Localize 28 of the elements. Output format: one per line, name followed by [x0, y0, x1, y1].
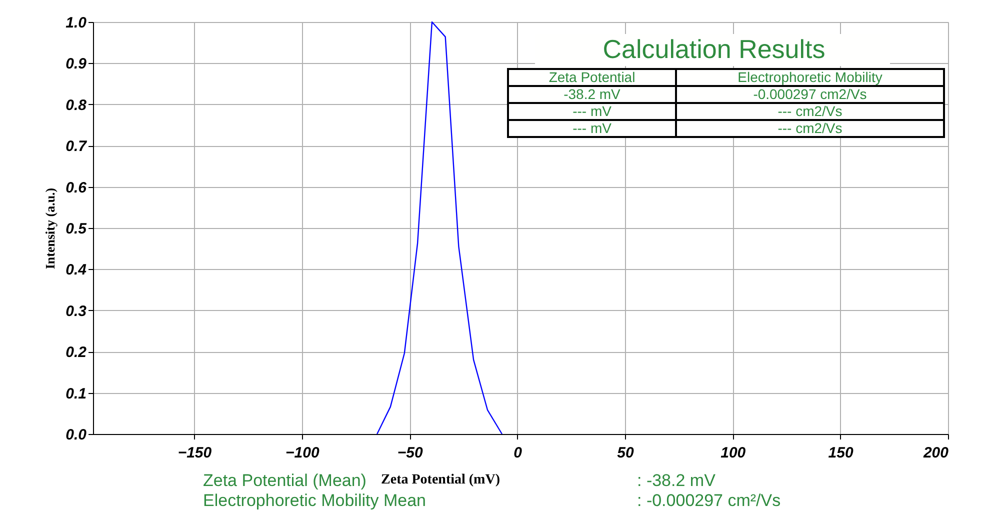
y-tick-label: 0.9: [66, 56, 88, 73]
y-tick-label: 1.0: [66, 14, 88, 32]
annotation: --- cm2/Vs: [778, 120, 842, 136]
y-tick-label: 0.0: [66, 426, 88, 444]
x-tick-label: −100: [286, 444, 320, 462]
y-tick-label: 0.2: [66, 344, 88, 362]
x-tick-label: 100: [720, 444, 746, 462]
y-tick-label: 0.4: [66, 262, 88, 279]
y-tick-label: 0.3: [66, 302, 88, 320]
line-series: [376, 21, 503, 435]
y-axis-title: Intensity (a.u.): [42, 188, 58, 270]
x-tick-label: −150: [178, 444, 212, 462]
x-axis-title: Zeta Potential (mV): [381, 472, 500, 488]
x-tick-label: 200: [922, 444, 950, 462]
annotation: Calculation Results: [602, 34, 826, 64]
text: : -38.2 mV: [637, 471, 716, 490]
x-tick-label: −50: [397, 444, 424, 462]
text: : -0.000297 cm²/Vs: [637, 491, 781, 510]
y-tick-label: 0.8: [66, 96, 88, 114]
x-tick-label: 150: [828, 444, 854, 462]
y-tick-label: 0.5: [66, 220, 88, 238]
x-tick-label: 50: [617, 444, 634, 462]
text: Zeta Potential (Mean): [203, 471, 366, 490]
y-tick-label: 0.7: [66, 138, 88, 156]
text: Electrophoretic Mobility Mean: [203, 491, 426, 510]
y-tick-label: 0.1: [66, 385, 86, 402]
x-tick-label: 0: [514, 444, 523, 462]
y-tick-label: 0.6: [66, 179, 88, 196]
